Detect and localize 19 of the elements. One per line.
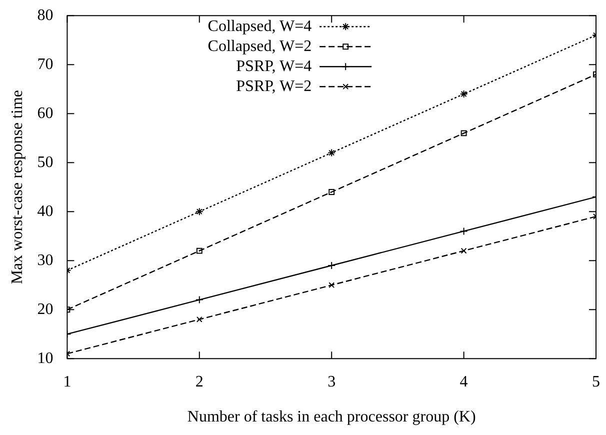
x-tick-label: 4 (460, 373, 468, 390)
y-tick-label: 40 (37, 202, 54, 220)
y-tick-label: 70 (37, 56, 54, 73)
legend-label: Collapsed, W=2 (208, 38, 312, 55)
y-tick-label: 10 (37, 350, 54, 367)
y-tick-label: 50 (37, 154, 54, 171)
x-tick-label: 1 (63, 373, 72, 390)
x-tick-label: 2 (195, 373, 204, 390)
legend-label: PSRP, W=4 (236, 58, 312, 75)
y-tick-label: 60 (37, 104, 54, 122)
x-tick-label: 5 (592, 373, 600, 390)
y-axis-title: Max worst-case response time (8, 90, 26, 284)
legend-label: Collapsed, W=4 (208, 18, 312, 35)
y-tick-label: 80 (37, 6, 54, 24)
y-tick-label: 30 (37, 252, 54, 269)
x-tick-label: 3 (328, 373, 336, 390)
legend-label: PSRP, W=2 (236, 78, 312, 95)
y-tick-label: 20 (37, 300, 54, 318)
x-axis-title: Number of tasks in each processor group (K) (187, 408, 476, 426)
